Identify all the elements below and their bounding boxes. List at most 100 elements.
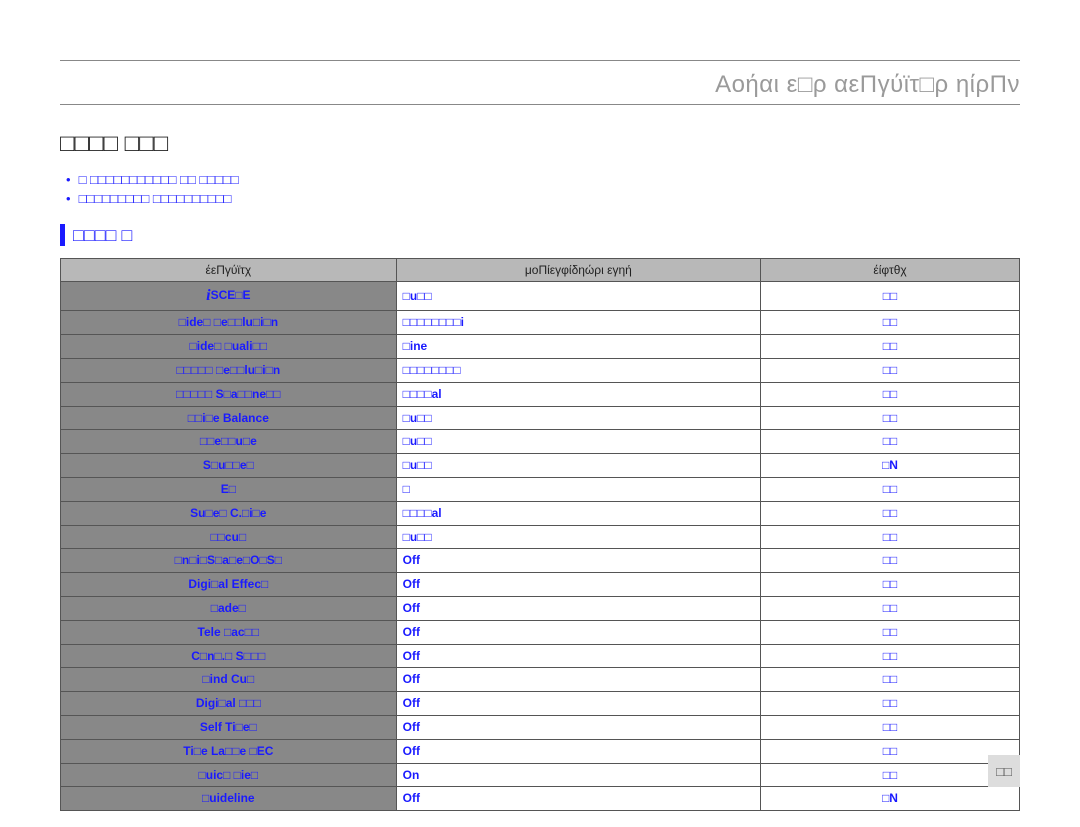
table-row: Digi□al □□□Off□□ (61, 692, 1020, 716)
table-row: □uic□ □ie□On□□ (61, 763, 1020, 787)
setting-default: □□□□□□□□ (396, 358, 760, 382)
table-row: □□e□□u□e□u□□□□ (61, 430, 1020, 454)
setting-name: □ind Cu□ (61, 668, 397, 692)
setting-default: On (396, 763, 760, 787)
setting-name: Digi□al Effec□ (61, 573, 397, 597)
setting-osd: □□ (761, 596, 1020, 620)
setting-name: □ide□ □uali□□ (61, 335, 397, 359)
setting-osd: □□ (761, 477, 1020, 501)
setting-name: □□e□□u□e (61, 430, 397, 454)
setting-osd: □□ (761, 430, 1020, 454)
settings-table: έεΠγύϊτχ μοΠίεγφίδηώρι εγηή έίφτθχ iSCE□… (60, 258, 1020, 811)
setting-osd: □□ (761, 549, 1020, 573)
table-row: □□□□□ □e□□lu□i□n□□□□□□□□□□ (61, 358, 1020, 382)
setting-osd: □□ (761, 311, 1020, 335)
setting-default: □□□□al (396, 382, 760, 406)
table-row: □□□□□ S□a□□ne□□□□□□al□□ (61, 382, 1020, 406)
setting-default: □u□□ (396, 525, 760, 549)
setting-osd: □□ (761, 692, 1020, 716)
setting-name: □□□□□ S□a□□ne□□ (61, 382, 397, 406)
setting-osd: □□ (761, 501, 1020, 525)
col-header-name: έεΠγύϊτχ (61, 259, 397, 282)
setting-osd: □N (761, 454, 1020, 478)
table-row: E□□□□ (61, 477, 1020, 501)
setting-name: □□cu□ (61, 525, 397, 549)
setting-name: □ide□ □e□□lu□i□n (61, 311, 397, 335)
setting-osd: □□ (761, 282, 1020, 311)
setting-name: □ade□ (61, 596, 397, 620)
setting-name: □n□i□S□a□e□O□S□ (61, 549, 397, 573)
setting-default: □u□□ (396, 430, 760, 454)
setting-name: Tele □ac□□ (61, 620, 397, 644)
section-heading-text: □□□□ □ (73, 225, 132, 246)
setting-name: □□i□e Balance (61, 406, 397, 430)
table-row: □ind Cu□Off□□ (61, 668, 1020, 692)
setting-default: Off (396, 644, 760, 668)
setting-name: S□u□□e□ (61, 454, 397, 478)
setting-default: Off (396, 573, 760, 597)
setting-name: Su□e□ C.□i□e (61, 501, 397, 525)
bullet-item: □□□□□□□□□ □□□□□□□□□□ (60, 191, 1020, 206)
setting-osd: □□ (761, 382, 1020, 406)
table-row: Self Ti□e□Off□□ (61, 715, 1020, 739)
col-header-osd: έίφτθχ (761, 259, 1020, 282)
table-row: □uidelineOff□N (61, 787, 1020, 811)
setting-default: Off (396, 620, 760, 644)
setting-default: Off (396, 596, 760, 620)
table-row: C□n□.□ S□□□Off□□ (61, 644, 1020, 668)
chapter-title: Αοήαι ε□ρ αεΠγύϊτ□ρ ηίρΠν (60, 61, 1020, 104)
setting-default: Off (396, 549, 760, 573)
setting-default: □□□□□□□□i (396, 311, 760, 335)
table-row: □ide□ □e□□lu□i□n□□□□□□□□i□□ (61, 311, 1020, 335)
setting-default: □u□□ (396, 282, 760, 311)
table-row: □□cu□□u□□□□ (61, 525, 1020, 549)
divider-rule (60, 104, 1020, 105)
table-row: S□u□□e□□u□□□N (61, 454, 1020, 478)
setting-osd: □□ (761, 715, 1020, 739)
setting-osd: □□ (761, 573, 1020, 597)
setting-default: □u□□ (396, 406, 760, 430)
section-heading: □□□□ □ (60, 224, 1020, 246)
setting-name: Ti□e La□□e □EC (61, 739, 397, 763)
table-row: □□i□e Balance□u□□□□ (61, 406, 1020, 430)
setting-default: Off (396, 739, 760, 763)
setting-osd: □□ (761, 668, 1020, 692)
table-row: Tele □ac□□Off□□ (61, 620, 1020, 644)
setting-osd: □□ (761, 525, 1020, 549)
setting-default: Off (396, 692, 760, 716)
setting-default: □□□□al (396, 501, 760, 525)
setting-name: □uic□ □ie□ (61, 763, 397, 787)
setting-name: C□n□.□ S□□□ (61, 644, 397, 668)
table-row: □ide□ □uali□□□ine□□ (61, 335, 1020, 359)
setting-name: Digi□al □□□ (61, 692, 397, 716)
col-header-default: μοΠίεγφίδηώρι εγηή (396, 259, 760, 282)
setting-name: E□ (61, 477, 397, 501)
setting-name: □uideline (61, 787, 397, 811)
page-title: □□□□ □□□ (60, 130, 1020, 158)
setting-osd: □□ (761, 763, 1020, 787)
setting-osd: □N (761, 787, 1020, 811)
setting-name: iSCE□E (61, 282, 397, 311)
table-row: Digi□al Effec□Off□□ (61, 573, 1020, 597)
setting-default: Off (396, 787, 760, 811)
setting-osd: □□ (761, 620, 1020, 644)
setting-osd: □□ (761, 358, 1020, 382)
table-header-row: έεΠγύϊτχ μοΠίεγφίδηώρι εγηή έίφτθχ (61, 259, 1020, 282)
setting-osd: □□ (761, 406, 1020, 430)
table-row: Su□e□ C.□i□e□□□□al□□ (61, 501, 1020, 525)
setting-osd: □□ (761, 739, 1020, 763)
setting-name: Self Ti□e□ (61, 715, 397, 739)
table-row: iSCE□E□u□□□□ (61, 282, 1020, 311)
setting-default: □ (396, 477, 760, 501)
setting-default: □u□□ (396, 454, 760, 478)
setting-osd: □□ (761, 335, 1020, 359)
setting-default: Off (396, 715, 760, 739)
table-row: □ade□Off□□ (61, 596, 1020, 620)
setting-osd: □□ (761, 644, 1020, 668)
setting-default: Off (396, 668, 760, 692)
intro-bullets: □ □□□□□□□□□□□ □□ □□□□□ □□□□□□□□□ □□□□□□□… (60, 172, 1020, 206)
setting-name: □□□□□ □e□□lu□i□n (61, 358, 397, 382)
section-bar (60, 224, 65, 246)
page-number: □□ (988, 755, 1020, 787)
table-row: Ti□e La□□e □ECOff□□ (61, 739, 1020, 763)
